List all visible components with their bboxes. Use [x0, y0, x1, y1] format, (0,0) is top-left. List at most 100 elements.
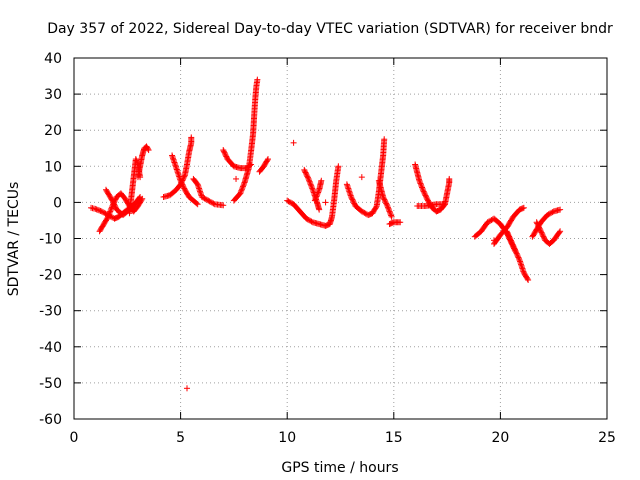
- data-point: [222, 152, 229, 159]
- data-point: [107, 207, 114, 214]
- data-point: [322, 199, 329, 206]
- data-point: [524, 275, 531, 282]
- y-tick-label: 20: [44, 123, 62, 139]
- data-point: [540, 233, 547, 240]
- data-point: [306, 178, 313, 185]
- data-point: [105, 212, 112, 219]
- data-point: [385, 205, 392, 212]
- data-point: [311, 197, 318, 204]
- data-point: [238, 186, 245, 193]
- data-point: [510, 244, 517, 251]
- data-point: [188, 134, 195, 141]
- data-point: [93, 206, 100, 213]
- data-point: [514, 251, 521, 258]
- data-point: [358, 174, 365, 181]
- data-point: [350, 199, 357, 206]
- data-point: [177, 177, 184, 184]
- data-point: [387, 209, 394, 216]
- data-point: [102, 210, 109, 217]
- data-point: [209, 199, 216, 206]
- data-point: [349, 197, 356, 204]
- data-point: [506, 234, 513, 241]
- data-point: [200, 194, 207, 201]
- data-point: [201, 195, 208, 202]
- data-point: [207, 199, 214, 206]
- data-point: [301, 166, 308, 173]
- data-point: [145, 147, 152, 154]
- data-point: [308, 182, 315, 189]
- data-point: [381, 136, 388, 143]
- data-point: [506, 233, 513, 240]
- data-point: [362, 210, 369, 217]
- data-point: [318, 177, 325, 184]
- data-point: [304, 173, 311, 180]
- data-point: [314, 192, 321, 199]
- data-point: [179, 181, 186, 188]
- data-point: [315, 188, 322, 195]
- data-point: [417, 180, 424, 187]
- data-point: [507, 237, 514, 244]
- data-point: [380, 193, 387, 200]
- data-point: [511, 245, 518, 252]
- data-point: [313, 193, 320, 200]
- data-point: [303, 172, 310, 179]
- data-point: [286, 199, 293, 206]
- data-point: [109, 198, 116, 205]
- data-point: [419, 185, 426, 192]
- plot-frame: [73, 57, 608, 420]
- data-point: [307, 179, 314, 186]
- data-point: [254, 76, 261, 83]
- data-point: [505, 232, 512, 239]
- data-point: [178, 179, 185, 186]
- data-point: [305, 217, 312, 224]
- data-point: [238, 187, 245, 194]
- data-point: [381, 197, 388, 204]
- data-point: [537, 228, 544, 235]
- data-point: [358, 208, 365, 215]
- data-point: [514, 253, 521, 260]
- data-point: [109, 197, 116, 204]
- data-point: [233, 175, 240, 182]
- data-point: [360, 209, 367, 216]
- data-point: [361, 209, 368, 216]
- data-point: [309, 185, 316, 192]
- data-point: [98, 208, 105, 215]
- data-point: [383, 200, 390, 207]
- x-tick-label: 0: [70, 430, 79, 446]
- data-point: [288, 199, 295, 206]
- data-point: [516, 255, 523, 262]
- data-point: [508, 238, 515, 245]
- data-point: [419, 184, 426, 191]
- data-point: [423, 193, 430, 200]
- data-point: [556, 229, 563, 236]
- data-point: [421, 191, 428, 198]
- data-point: [384, 203, 391, 210]
- data-point: [348, 195, 355, 202]
- data-point: [105, 213, 112, 220]
- data-point: [202, 196, 209, 203]
- data-point: [380, 195, 387, 202]
- data-point: [304, 174, 311, 181]
- data-point: [373, 204, 380, 211]
- data-point: [446, 175, 453, 182]
- data-point: [180, 182, 187, 189]
- data-point: [421, 189, 428, 196]
- data-point: [549, 209, 556, 216]
- data-point: [487, 217, 494, 224]
- data-point: [239, 184, 246, 191]
- data-point: [303, 215, 310, 222]
- data-point: [239, 183, 246, 190]
- data-point: [348, 193, 355, 200]
- data-point: [441, 201, 448, 208]
- data-point: [484, 219, 491, 226]
- y-tick-label: -10: [39, 232, 62, 248]
- data-point: [104, 215, 111, 222]
- data-point: [106, 211, 113, 218]
- data-point: [111, 201, 118, 208]
- data-point: [520, 204, 527, 211]
- y-tick-label: 40: [44, 51, 62, 67]
- data-point: [515, 254, 522, 261]
- data-point: [548, 209, 555, 216]
- data-point: [544, 212, 551, 219]
- y-tick-label: 30: [44, 87, 62, 103]
